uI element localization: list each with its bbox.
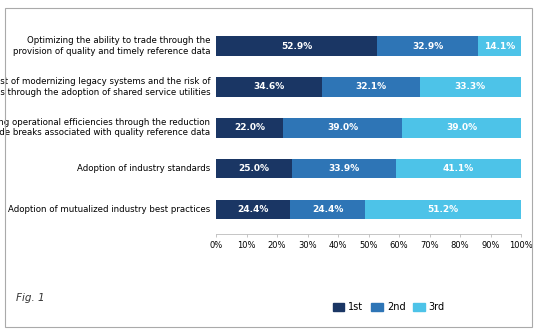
Bar [377,36,478,56]
Text: 52.9%: 52.9% [281,42,312,51]
Text: 32.1%: 32.1% [355,82,386,92]
Bar [216,77,321,97]
Text: 22.0%: 22.0% [234,123,265,132]
Text: 39.0%: 39.0% [327,123,358,132]
Text: 33.3%: 33.3% [455,82,486,92]
Text: 25.0%: 25.0% [239,164,269,173]
Bar [216,199,291,219]
Text: 24.4%: 24.4% [238,205,269,214]
Text: 33.9%: 33.9% [328,164,360,173]
Text: Fig. 1: Fig. 1 [16,293,45,303]
Bar [216,159,292,178]
Bar [402,118,521,138]
Text: 34.6%: 34.6% [253,82,285,92]
Bar [283,118,402,138]
Legend: 1st, 2nd, 3rd: 1st, 2nd, 3rd [329,298,449,316]
Text: 41.1%: 41.1% [443,164,474,173]
Bar [478,36,521,56]
Bar [321,77,420,97]
Bar [420,77,521,97]
Bar [365,199,521,219]
Text: 39.0%: 39.0% [446,123,477,132]
Bar [292,159,396,178]
Bar [216,118,283,138]
Text: 32.9%: 32.9% [412,42,443,51]
Bar [216,36,377,56]
Bar [396,159,521,178]
Text: 51.2%: 51.2% [428,205,458,214]
Text: 24.4%: 24.4% [312,205,343,214]
Text: 14.1%: 14.1% [484,42,515,51]
Bar [291,199,365,219]
